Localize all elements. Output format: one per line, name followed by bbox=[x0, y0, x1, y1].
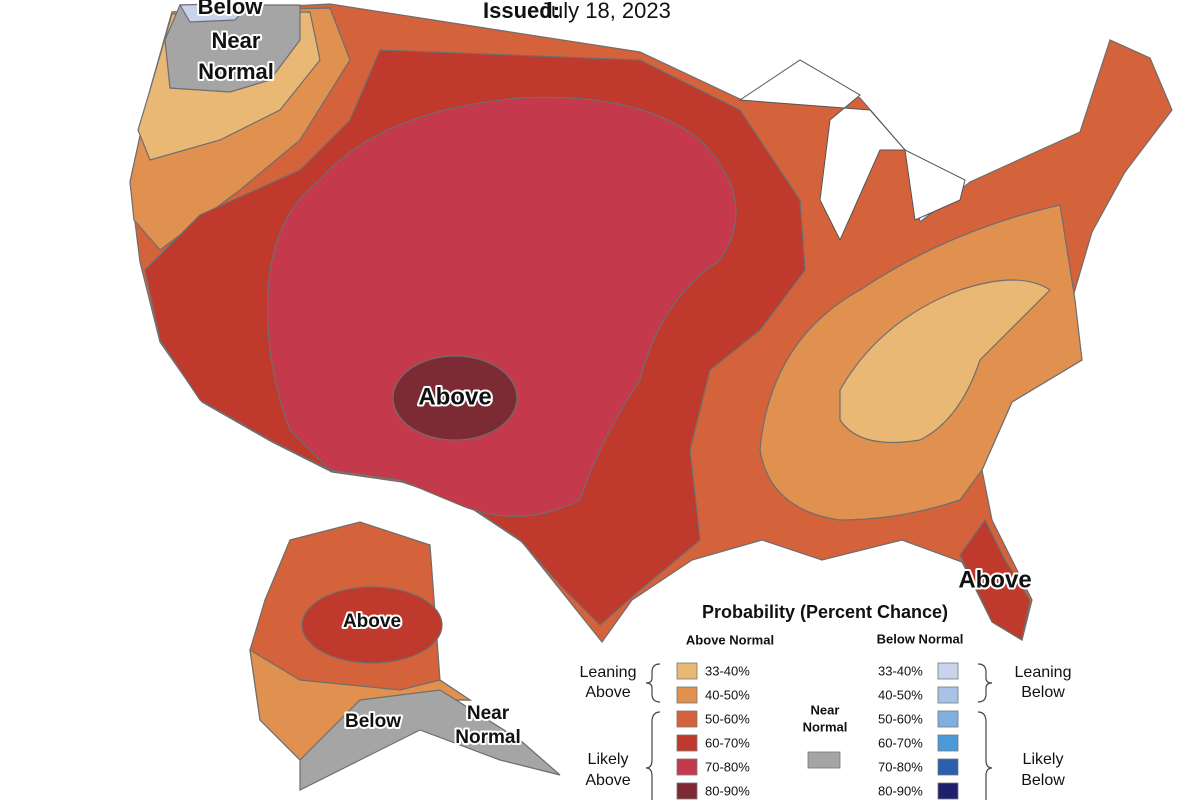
map-label: Normal bbox=[455, 727, 520, 748]
legend-range: 50-60% bbox=[705, 711, 750, 726]
legend-range: 40-50% bbox=[878, 687, 923, 702]
legend-range: 80-90% bbox=[705, 783, 750, 798]
legend-heading: Above Normal bbox=[686, 632, 774, 647]
region-70-80 bbox=[266, 96, 737, 517]
issued-date: July 18, 2023 bbox=[540, 0, 671, 23]
legend-swatch bbox=[937, 686, 959, 704]
alaska bbox=[249, 521, 561, 791]
great-lakes bbox=[738, 59, 966, 242]
legend-swatch bbox=[676, 758, 698, 776]
group-label: Leaning bbox=[1015, 664, 1072, 681]
contiguous-us bbox=[129, 2, 1173, 643]
map-label: Below bbox=[198, 0, 264, 19]
legend-range: 33-40% bbox=[705, 663, 750, 678]
ak-near-normal bbox=[299, 689, 561, 791]
brace bbox=[645, 711, 661, 800]
brace bbox=[977, 663, 993, 703]
legend-swatch bbox=[676, 734, 698, 752]
map-label: Above bbox=[958, 566, 1031, 593]
group-label: Likely bbox=[1023, 751, 1064, 768]
legend-range: 33-40% bbox=[878, 663, 923, 678]
near-normal-label: Normal bbox=[803, 719, 848, 734]
map-label: Normal bbox=[198, 59, 274, 84]
map-label: Below bbox=[345, 711, 401, 732]
legend-swatch bbox=[676, 710, 698, 728]
legend-range: 80-90% bbox=[878, 783, 923, 798]
legend-range: 70-80% bbox=[878, 759, 923, 774]
near-normal-label: Near bbox=[811, 702, 840, 717]
map-label: Near bbox=[212, 28, 261, 53]
group-label: Above bbox=[585, 684, 630, 701]
legend-swatch bbox=[937, 662, 959, 680]
region-florida bbox=[959, 518, 1031, 641]
map-label: Near bbox=[467, 703, 510, 724]
legend-range: 50-60% bbox=[878, 711, 923, 726]
legend-range: 60-70% bbox=[878, 735, 923, 750]
region-below-33-40 bbox=[178, 2, 252, 23]
legend-title: Probability (Percent Chance) bbox=[702, 602, 948, 622]
legend-swatch bbox=[937, 782, 959, 800]
legend-heading: Below Normal bbox=[877, 631, 964, 646]
legend-swatch bbox=[676, 686, 698, 704]
group-label: Below bbox=[1021, 772, 1065, 789]
issued-label: Issued: bbox=[483, 0, 560, 23]
legend-swatch bbox=[676, 782, 698, 800]
map-label: Above bbox=[343, 611, 401, 632]
near-normal-swatch bbox=[807, 751, 841, 769]
group-label: Likely bbox=[588, 751, 629, 768]
brace bbox=[645, 663, 661, 703]
ak-60-70 bbox=[301, 586, 443, 664]
legend-range: 70-80% bbox=[705, 759, 750, 774]
region-80-90 bbox=[392, 355, 518, 441]
legend-range: 40-50% bbox=[705, 687, 750, 702]
region-se-33-40 bbox=[839, 279, 1051, 444]
legend-swatch bbox=[937, 734, 959, 752]
legend-swatch bbox=[937, 758, 959, 776]
map-label: Above bbox=[418, 383, 491, 410]
group-label: Below bbox=[1021, 684, 1065, 701]
group-label: Above bbox=[585, 772, 630, 789]
legend-swatch bbox=[937, 710, 959, 728]
group-label: Leaning bbox=[580, 664, 637, 681]
legend: Probability (Percent Chance) Above Norma… bbox=[580, 602, 1072, 800]
legend-swatch bbox=[676, 662, 698, 680]
legend-range: 60-70% bbox=[705, 735, 750, 750]
brace bbox=[977, 711, 993, 800]
